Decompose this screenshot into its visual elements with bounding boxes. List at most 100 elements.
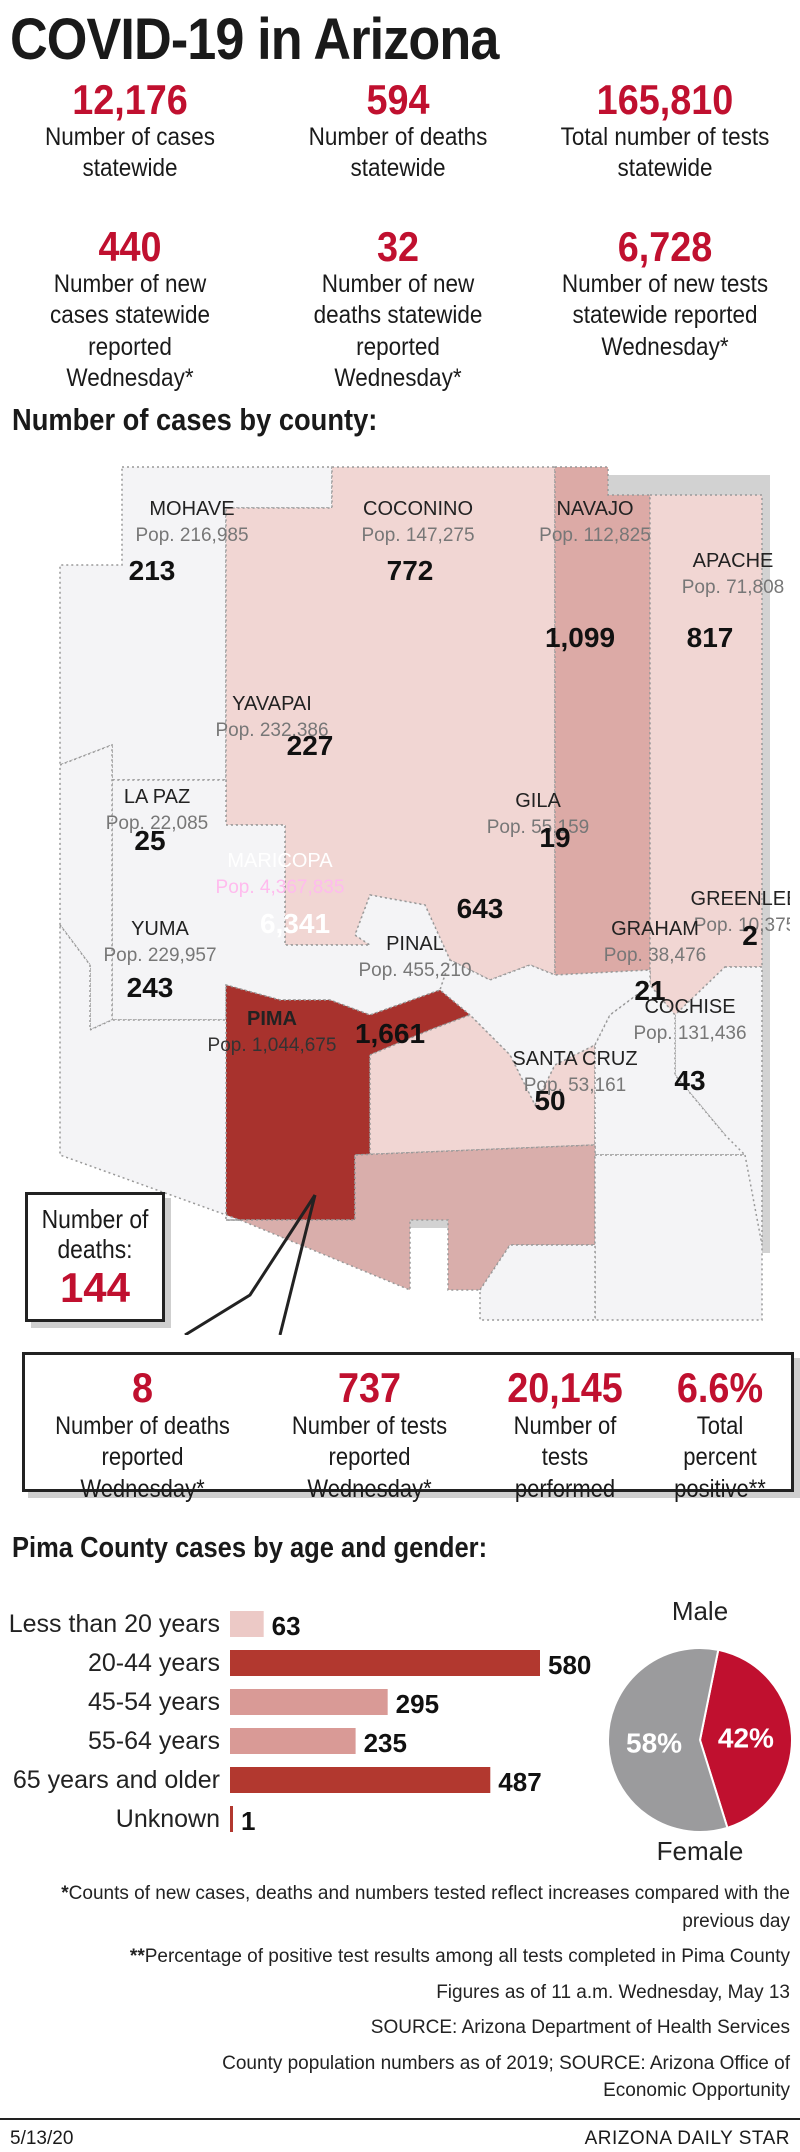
pima-stat-label: Total percent positive**: [674, 1412, 766, 1503]
stat-value: 12,176: [72, 76, 188, 123]
county-cases: 772: [387, 555, 434, 586]
stat-value: 165,810: [596, 76, 734, 123]
bar-category-label: 65 years and older: [13, 1766, 220, 1794]
footer-source: ARIZONA DAILY STAR: [584, 2128, 790, 2149]
page-title: COVID-19 in Arizona: [10, 7, 499, 72]
footnotes: *Counts of new cases, deaths and numbers…: [30, 1880, 790, 2113]
county-pop: Pop. 232,386: [215, 720, 328, 741]
pima-deaths-callout: Number of deaths: 144: [25, 1192, 165, 1322]
county-name: GILA: [515, 790, 561, 812]
footnote: **Percentage of positive test results am…: [129, 1946, 790, 1968]
county-cases: 25: [134, 825, 165, 856]
pima-stat-label: Number of deaths reported Wednesday*: [55, 1412, 230, 1503]
pima-stat-percent-positive: 6.6% Total percent positive**: [650, 1364, 790, 1505]
pie-slice-male: [698, 1648, 793, 1830]
map-title: Number of cases by county:: [12, 402, 378, 437]
deaths-value: 144: [59, 1263, 131, 1311]
bar-category-label: 20-44 years: [88, 1649, 220, 1677]
stat-label: Number of new cases statewide reported W…: [49, 270, 211, 392]
county-cases: 50: [534, 1085, 565, 1116]
age-bar-chart: Less than 20 years 63 20-44 years 580 45-54 …: [9, 1610, 592, 1836]
stat-value: 6,728: [617, 223, 713, 270]
bar-value-label: 1: [241, 1806, 255, 1836]
bar-category-label: Less than 20 years: [9, 1610, 220, 1638]
county-name: SANTA CRUZ: [512, 1048, 637, 1070]
county-cases: 227: [287, 730, 334, 761]
pima-stat-deaths-reported: 8 Number of deaths reported Wednesday*: [30, 1364, 255, 1505]
pima-stat-label: Number of tests performed: [513, 1412, 617, 1503]
footnote: *Counts of new cases, deaths and numbers…: [61, 1883, 790, 1932]
county-cases: 643: [457, 893, 504, 924]
county-shape-navajo: [554, 466, 651, 976]
county-cases: 1,661: [355, 1018, 425, 1049]
county-pop: Pop. 112,825: [539, 525, 651, 546]
county-name: PINAL: [386, 933, 444, 955]
stat-label: Number of new deaths statewide reported …: [313, 270, 483, 392]
stat-label: Total number of tests statewide: [560, 123, 770, 183]
county-name: GREENLEE: [691, 888, 790, 910]
footnote: County population numbers as of 2019; SO…: [222, 2052, 790, 2102]
arizona-county-map: MOHAVE Pop. 216,985 213 COCONINO Pop. 147,27…: [59, 466, 790, 1335]
county-shape-graham: [594, 983, 747, 1156]
county-pop: Pop. 10,375: [694, 915, 790, 936]
footer: 5/13/20 ARIZONA DAILY STAR: [0, 2118, 800, 2149]
bar: [230, 1611, 264, 1637]
county-name: MOHAVE: [149, 498, 234, 520]
county-name: APACHE: [693, 550, 774, 572]
stat-value: 440: [98, 223, 162, 270]
pie-slice-value: 42%: [718, 1723, 774, 1754]
pie-label-male: Male: [672, 1596, 728, 1626]
county-name: LA PAZ: [124, 786, 190, 808]
county-shape-pinal: [354, 1014, 596, 1156]
footnote: Figures as of 11 a.m. Wednesday, May 13: [436, 1981, 790, 2003]
stat-new-deaths: 32 Number of new deaths statewide report…: [268, 224, 528, 394]
bar-category-label: 55-64 years: [88, 1727, 220, 1755]
county-pop: Pop. 229,957: [103, 945, 216, 966]
pima-stat-label: Number of tests reported Wednesday*: [291, 1412, 448, 1503]
county-pop: Pop. 216,985: [135, 525, 248, 546]
pima-stat-value: 737: [337, 1364, 402, 1411]
county-name: YAVAPAI: [232, 693, 312, 715]
stat-label: Number of deaths statewide: [308, 123, 488, 183]
age-gender-chart: Less than 20 years 63 20-44 years 580 45-54 …: [9, 1596, 793, 1865]
bar-category-label: Unknown: [116, 1805, 220, 1833]
stat-cases: 12,176 Number of cases statewide: [0, 76, 260, 185]
pima-stat-tests-reported: 737 Number of tests reported Wednesday*: [257, 1364, 482, 1505]
pima-stat-value: 20,145: [507, 1364, 623, 1411]
pima-stat-tests-performed: 20,145 Number of tests performed: [485, 1364, 645, 1505]
county-name: YUMA: [131, 918, 189, 940]
county-cases: 243: [127, 972, 174, 1003]
county-shape-santa-cruz: [479, 1244, 596, 1321]
pima-stat-value: 8: [131, 1364, 154, 1411]
county-pop: Pop. 22,085: [106, 813, 208, 834]
footnote: SOURCE: Arizona Department of Health Ser…: [370, 2017, 790, 2039]
county-name: COCONINO: [363, 498, 473, 520]
bar-value-label: 580: [548, 1650, 591, 1680]
stat-new-cases: 440 Number of new cases statewide report…: [0, 223, 260, 394]
county-shape-yuma: [59, 922, 241, 1221]
pie-label-female: Female: [657, 1836, 744, 1865]
bar-value-label: 487: [498, 1767, 541, 1797]
pima-stat-value: 6.6%: [676, 1364, 764, 1411]
county-shape-pima: [226, 1144, 596, 1292]
bar-value-label: 63: [272, 1611, 301, 1641]
bar-value-label: 295: [396, 1689, 439, 1719]
bar-category-label: 45-54 years: [88, 1688, 220, 1716]
county-cases: 1,099: [545, 622, 615, 653]
county-pop: Pop. 131,436: [633, 1023, 746, 1044]
county-cases: 213: [129, 555, 176, 586]
county-cases: 6,341: [260, 908, 330, 939]
county-name: COCHISE: [644, 996, 735, 1018]
chart-title: Pima County cases by age and gender:: [12, 1532, 488, 1564]
county-pop: Pop. 53,161: [524, 1075, 626, 1096]
county-labels: MOHAVE Pop. 216,985 213 COCONINO Pop. 147,27…: [103, 498, 790, 1116]
county-name: NAVAJO: [556, 498, 633, 520]
county-name: PIMA: [247, 1008, 297, 1030]
pie-slice-value: 58%: [626, 1727, 682, 1758]
county-pop: Pop. 4,367,835: [216, 877, 345, 898]
county-name: MARICOPA: [227, 850, 333, 872]
county-name: GRAHAM: [611, 918, 699, 940]
stat-new-tests: 6,728 Number of new tests statewide repo…: [535, 223, 795, 363]
deaths-label: Number of deaths:: [41, 1204, 149, 1264]
county-shape-mohave: [59, 466, 333, 781]
